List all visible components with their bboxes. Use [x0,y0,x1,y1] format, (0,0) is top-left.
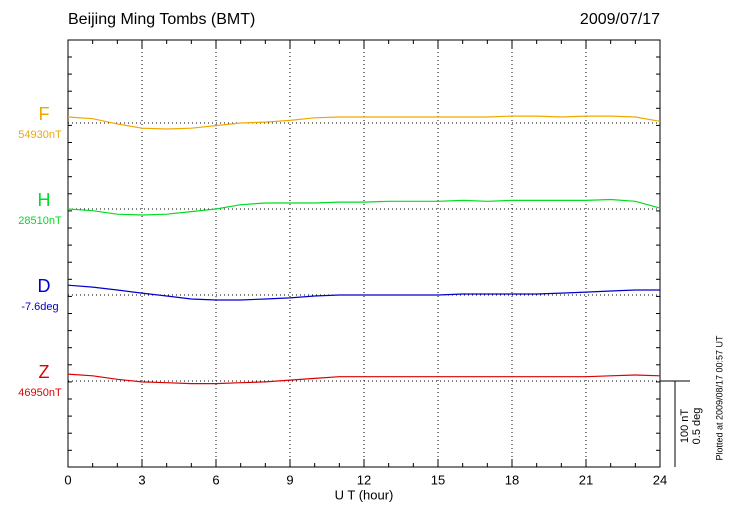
x-axis-label: U T (hour) [335,487,394,502]
footnote: Plotted at 2009/08/17 00:57 UT [714,335,724,461]
baseline-label: 54930nT [18,129,62,141]
x-tick-label: 21 [579,472,593,487]
series-name: D [38,276,51,296]
x-tick-label: 18 [505,472,519,487]
chart-date: 2009/07/17 [580,11,660,28]
series-name: H [38,190,51,210]
x-tick-label: 6 [212,472,219,487]
series-line [67,373,661,385]
baseline-label: 46950nT [18,387,62,399]
x-tick-label: 3 [138,472,145,487]
x-tick-label: 9 [286,472,293,487]
scale-label: 0.5 deg [691,408,703,445]
series-name: Z [39,362,50,382]
series-line [67,198,661,216]
x-tick-label: 24 [653,472,667,487]
baseline-label: -7.6deg [21,301,58,313]
chart-title: Beijing Ming Tombs (BMT) [68,11,255,28]
scale-label: 100 nT [679,409,691,444]
series-line [67,284,660,301]
series-name: F [39,104,50,124]
x-tick-label: 0 [64,472,71,487]
x-tick-label: 12 [357,472,371,487]
x-tick-label: 15 [431,472,445,487]
series-line [67,115,661,130]
baseline-label: 28510nT [18,215,62,227]
